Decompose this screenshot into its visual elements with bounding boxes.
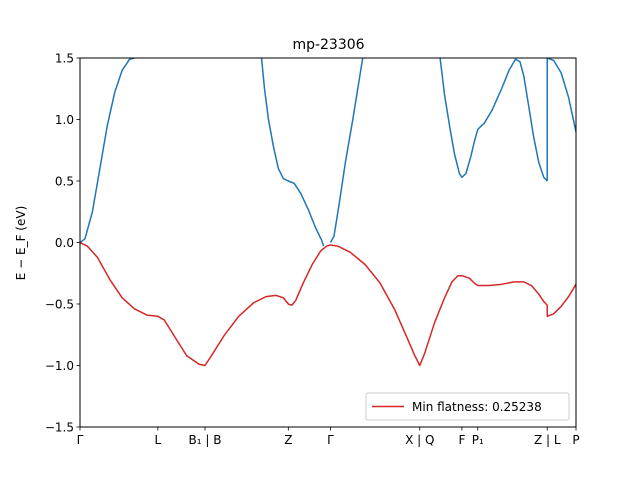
x-tick-label: L [155, 433, 162, 447]
x-tick-label: B₁ | B [189, 433, 222, 447]
chart-title: mp-23306 [292, 37, 364, 53]
series-0-line-segment [439, 58, 548, 182]
plot-frame [79, 57, 577, 428]
x-tick-label: X | Q [405, 433, 434, 447]
x-tick-label: Γ [327, 433, 334, 447]
y-tick-label: 0.5 [55, 174, 74, 188]
y-tick-label: 1.0 [55, 113, 74, 127]
x-tick-label: P₁ [472, 433, 484, 447]
x-tick-label: P [572, 433, 579, 447]
legend-label: Min flatness: 0.25238 [412, 400, 542, 414]
y-axis-label: E − E_F (eV) [14, 206, 28, 281]
legend: Min flatness: 0.25238 [365, 392, 570, 421]
y-ticks: −1.5 −1.0 −0.5 0.0 0.5 1.0 1.5 [45, 51, 80, 434]
x-tick-label: Γ [77, 433, 84, 447]
x-tick-label: F [458, 433, 465, 447]
x-ticks: Γ L B₁ | B Z Γ X | Q F P₁ Z | L P [77, 427, 580, 447]
y-tick-label: −0.5 [45, 297, 74, 311]
legend-box [365, 392, 570, 421]
series-0-line-segment [329, 58, 364, 243]
y-tick-label: 1.5 [55, 51, 74, 65]
series-0-line-segment [80, 58, 135, 244]
series-0-line-segment [260, 58, 325, 247]
x-tick-label: Z [284, 433, 292, 447]
series-1-line-segment [80, 241, 576, 367]
series-0-line-segment [546, 58, 576, 132]
y-tick-label: −1.0 [45, 359, 74, 373]
series-lines [80, 58, 576, 367]
x-tick-label: Z | L [534, 433, 561, 447]
y-tick-label: −1.5 [45, 420, 74, 434]
y-tick-label: 0.0 [55, 236, 74, 250]
